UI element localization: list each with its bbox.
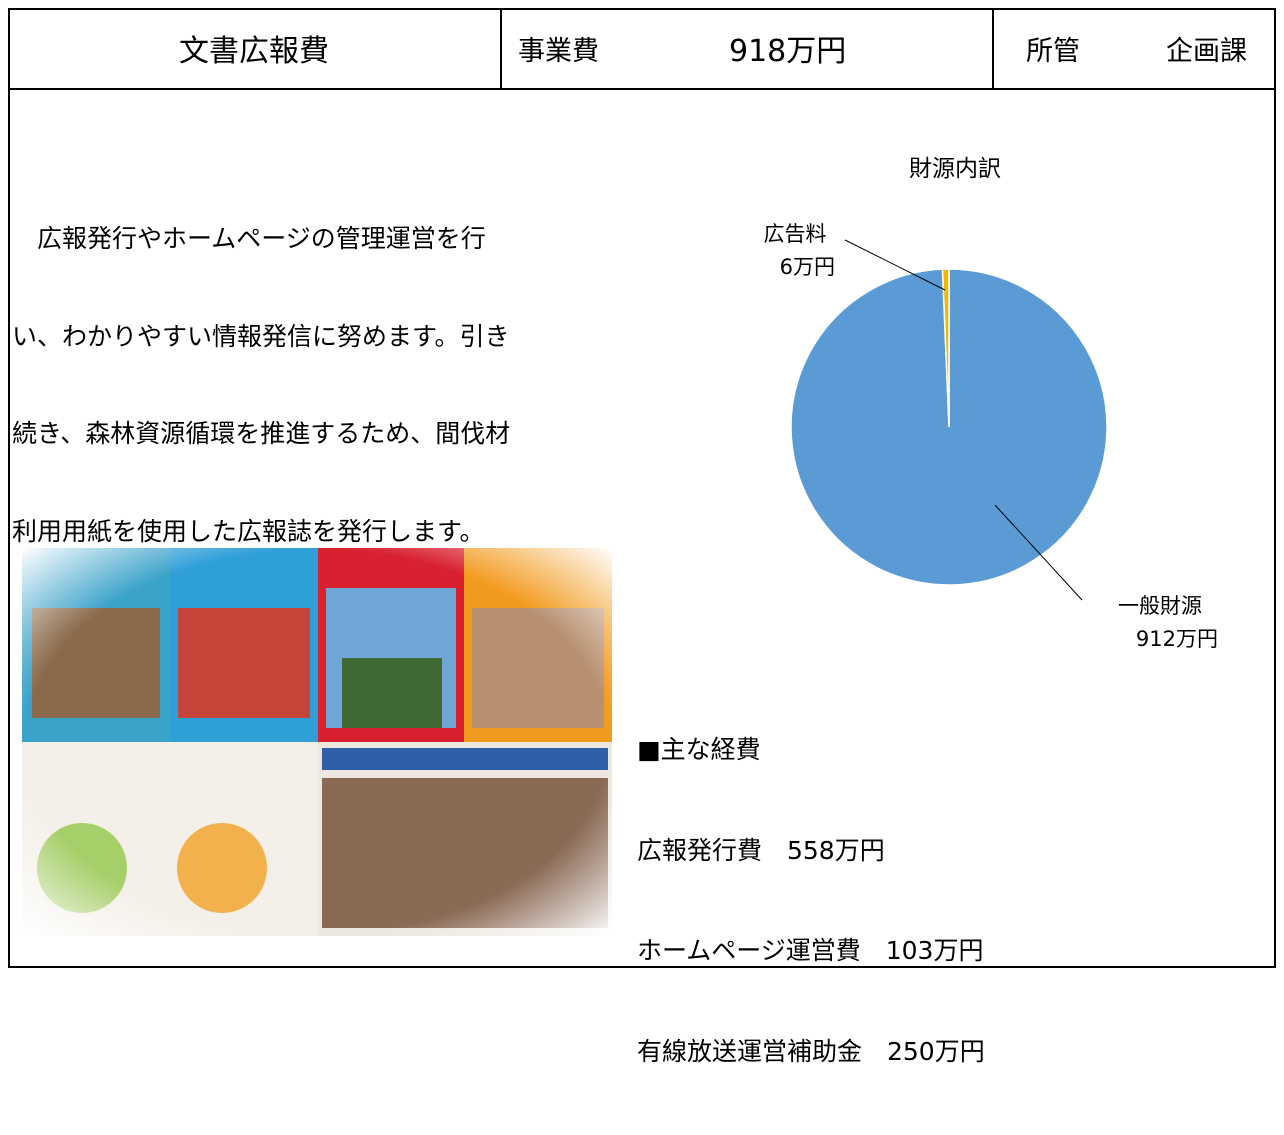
newsletter-photo	[22, 548, 612, 936]
slice-value-label: 912万円	[1136, 627, 1218, 651]
pie-slice	[941, 268, 950, 428]
slice-value-label: 6万円	[780, 255, 835, 279]
expenses-heading: ■主な経費	[637, 735, 761, 764]
cost-label: 事業費	[518, 35, 599, 67]
leader-line	[994, 504, 1083, 601]
description-line: い、わかりやすい情報発信に努めます。引き	[12, 321, 510, 351]
title-cell: 文書広報費	[8, 8, 502, 90]
expense-item: ホームページ運営費 103万円	[637, 936, 984, 965]
page: 文書広報費 事業費 918万円 所管 企画課 広報発行やホームページの管理運営を…	[8, 8, 1276, 1066]
expense-item: 有線放送運営補助金 250万円	[637, 1036, 985, 1066]
dept-label: 所管	[1026, 35, 1080, 67]
pie-chart: 財源内訳 一般財源 912万円 広告料 6万円	[764, 156, 1219, 651]
description-line: 広報発行やホームページの管理運営を行	[37, 224, 486, 253]
slice-label: 一般財源	[1118, 594, 1202, 618]
cost-cell: 事業費 918万円	[502, 8, 994, 90]
description: 広報発行やホームページの管理運営を行 い、わかりやすい情報発信に努めます。引き …	[12, 158, 510, 613]
description-line: 利用用紙を使用した広報誌を発行します。	[12, 516, 485, 546]
chart-title: 財源内訳	[909, 156, 1001, 182]
description-line: 続き、森林資源循環を推進するため、間伐材	[12, 419, 511, 448]
dept-cell: 所管 企画課	[994, 8, 1276, 90]
cost-value: 918万円	[729, 34, 847, 69]
leader-line	[844, 239, 946, 291]
slice-label: 広告料	[764, 222, 827, 246]
expense-item: 広報発行費 558万円	[637, 835, 885, 865]
title: 文書広報費	[179, 34, 329, 69]
dept-value: 企画課	[1166, 35, 1247, 67]
